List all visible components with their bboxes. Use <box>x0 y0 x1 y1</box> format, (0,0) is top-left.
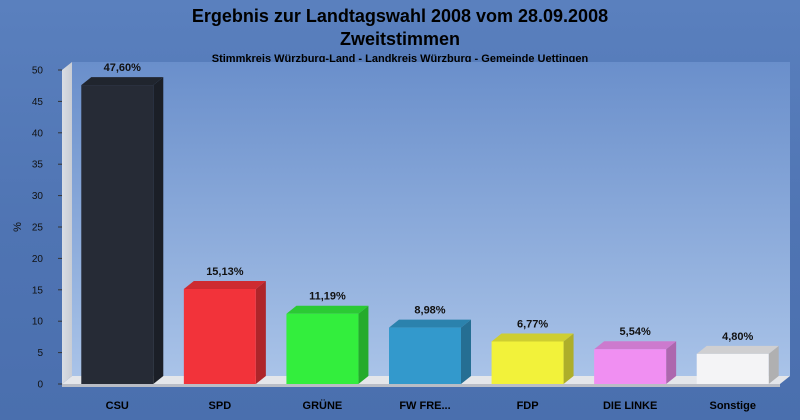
y-axis-label: % <box>12 222 24 232</box>
bar-front <box>81 85 154 385</box>
bar-side <box>358 305 369 384</box>
bar-top <box>491 333 574 342</box>
left-wall <box>62 62 72 384</box>
x-tick-label: DIE LINKE <box>603 400 657 412</box>
y-tick-label: 5 <box>37 348 43 359</box>
y-tick-label: 10 <box>32 317 44 328</box>
bar-side <box>768 345 779 384</box>
bar-csu <box>81 77 164 385</box>
x-tick-label: FW FRE... <box>399 400 450 412</box>
bar-front <box>491 341 564 384</box>
bar-top <box>183 280 266 289</box>
bar-front <box>183 288 256 384</box>
bar-spd <box>183 280 266 384</box>
bar-fdp <box>491 333 574 384</box>
x-tick-label: FDP <box>517 400 539 412</box>
bar-front <box>696 353 769 384</box>
data-label: 47,60% <box>104 62 142 74</box>
y-tick-label: 25 <box>32 223 44 234</box>
y-tick-label: 50 <box>32 66 44 77</box>
data-label: 5,54% <box>620 326 651 338</box>
data-label: 15,13% <box>206 266 244 278</box>
bar-front <box>286 313 359 384</box>
bar-top <box>81 77 164 86</box>
y-tick-label: 20 <box>32 254 44 265</box>
data-label: 6,77% <box>517 318 548 330</box>
chart-title: Ergebnis zur Landtagswahl 2008 vom 28.09… <box>191 6 609 26</box>
bar-side <box>255 280 266 384</box>
x-tick-label: CSU <box>106 400 129 412</box>
bar-top <box>696 345 779 354</box>
bar-sonstige <box>696 345 779 384</box>
bar-top <box>286 305 369 314</box>
bar-top <box>594 341 677 350</box>
y-tick-label: 0 <box>37 380 43 391</box>
bar-side <box>153 77 164 385</box>
x-tick-label: SPD <box>209 400 232 412</box>
y-tick-label: 45 <box>32 97 44 108</box>
bar-gr-ne <box>286 305 369 384</box>
x-tick-label: Sonstige <box>709 400 755 412</box>
y-tick-label: 15 <box>32 285 44 296</box>
bar-die-linke <box>594 341 677 384</box>
bar-fw-fre- <box>389 319 471 384</box>
chart-title-line2: Zweitstimmen <box>339 29 461 49</box>
bar-side <box>666 341 677 384</box>
data-label: 4,80% <box>722 331 753 343</box>
floor-edge <box>62 384 780 387</box>
bar-front <box>594 349 667 384</box>
y-tick-label: 35 <box>32 160 44 171</box>
bar-top <box>389 319 471 328</box>
bar-front <box>389 327 461 384</box>
bar-side <box>563 333 574 384</box>
data-label: 11,19% <box>309 291 346 303</box>
data-label: 8,98% <box>414 305 445 317</box>
bar-side <box>461 319 471 384</box>
x-tick-label: GRÜNE <box>303 399 343 412</box>
y-tick-label: 30 <box>32 191 44 202</box>
y-tick-label: 40 <box>32 128 44 139</box>
